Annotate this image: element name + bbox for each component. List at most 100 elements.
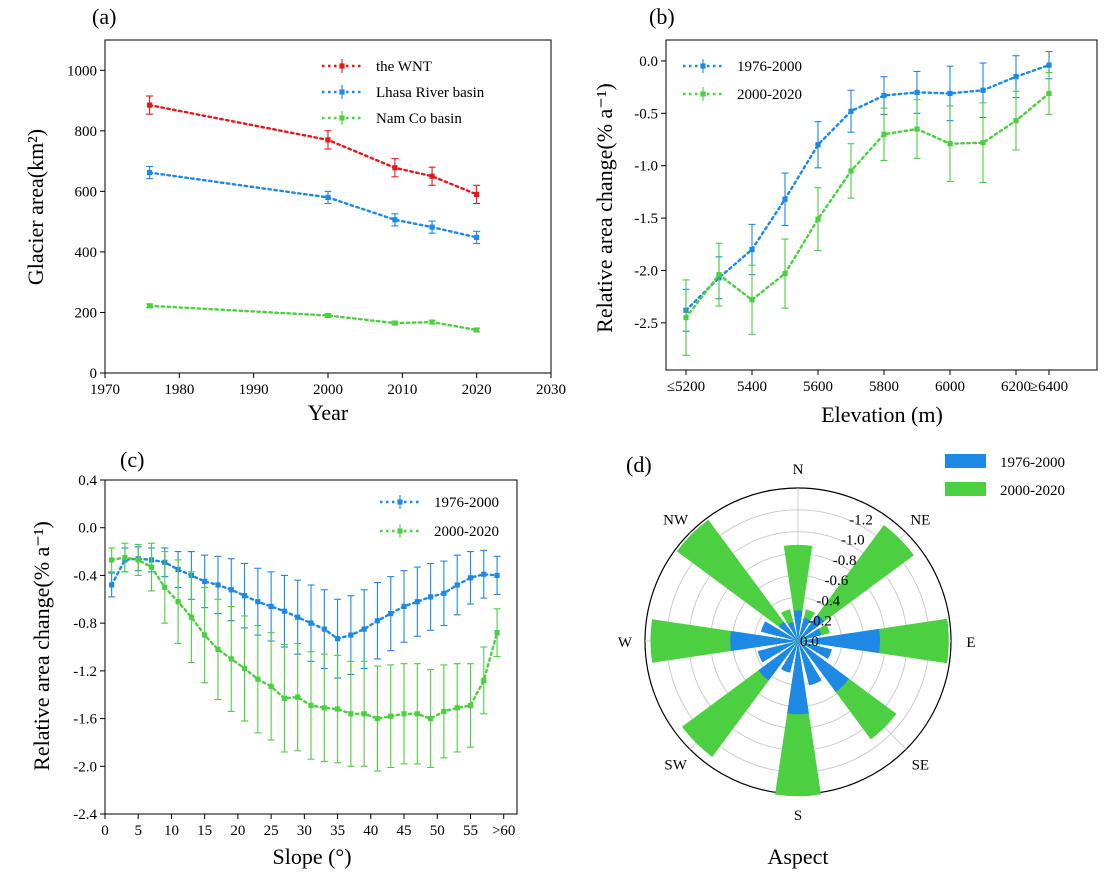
panel-b-point [914,126,920,132]
panel-c-xtick-label: 10 [164,823,179,839]
panel-d-legend-label: 2000-2020 [1000,483,1065,499]
panel-a-point [325,194,331,201]
panel-b-point [782,271,788,277]
panel-c-point [308,620,314,626]
panel-b-frame [665,39,1098,371]
panel-c-point [202,632,208,638]
polar-bar-2000-2020 [783,544,813,641]
panel-d: (d) 0.0 -0.2 -0.4 -0.6 -0.8 -1.0 -1.2 N NE E SE S SW… [618,452,1065,869]
panel-d-legend-swatch [945,482,986,496]
panel-c-point [467,575,474,581]
panel-c-ytick-label: -1.6 [73,712,97,728]
panel-c-point [348,711,354,717]
panel-c-point [361,626,367,632]
panel-b-ytick-label: -2.0 [634,263,658,279]
panel-b-legend-marker [700,63,706,69]
panel-c-legend-marker [397,499,403,505]
polar-bar-1976-2000 [778,621,798,641]
panel-c-xtick-label: 50 [430,823,445,839]
panel-b-xtick-label: 5800 [869,379,899,395]
panel-c-plot [108,542,501,772]
panel-b-ticks: ≤5200 5400 5600 5800 6000 6200≥6400 -2.5 -2.0 -1… [634,54,1068,395]
panel-c-ytick-label: 0.4 [78,473,97,489]
panel-c-ytick-label: -1.2 [73,664,97,680]
panel-a-ytick-label: 1000 [67,63,97,79]
polar-bar-1976-2000 [757,641,798,663]
panel-c-xtick-label: 35 [330,823,345,839]
panel-b-ytick-label: 0.0 [639,54,658,70]
panel-c-point [494,572,500,579]
panel-a-label: (a) [92,4,116,29]
polar-bar-1976-2000 [798,614,825,641]
panel-a-ytick-label: 200 [75,305,98,321]
panel-c-point [348,632,354,638]
panel-b-point [782,196,788,202]
polar-radial-tick-label: -0.6 [825,573,849,589]
panel-a-point [392,165,398,171]
polar-direction-label: W [618,635,633,651]
panel-c-xtick-label: 15 [197,823,212,839]
panel-c-xtick-label: 30 [297,823,312,839]
panel-d-legend-swatch [945,454,986,468]
panel-b-xtick-label: ≥6400 [1030,379,1068,395]
panel-c-point [467,702,474,709]
panel-c-point [321,705,327,711]
panel-b-point [881,92,887,99]
panel-c-point [414,711,420,717]
polar-radial-tick-label: -0.4 [816,593,840,609]
polar-direction-label: SW [664,757,687,773]
panel-b-point [1046,90,1052,97]
panel-b-point [848,108,854,114]
panel-b-plot [682,50,1053,356]
panel-a-point [147,169,153,176]
panel-b-point [716,272,722,278]
panel-a-ytick-label: 400 [75,245,98,261]
polar-direction-label: NE [910,513,930,529]
panel-b-line-0 [684,63,1051,312]
panel-d-legend: 1976-2000 2000-2020 [945,454,1065,499]
panel-c-point [308,702,314,709]
panel-c-point [334,706,341,712]
panel-c-legend-marker [397,528,403,534]
panel-c-xlabel: Slope (°) [272,844,351,869]
panel-c-xtick-label: 0 [101,823,109,839]
panel-a-line-1 [148,171,478,239]
panel-c-ytick-label: -0.4 [73,568,97,584]
polar-radial-tick-label: -1.0 [841,533,865,549]
panel-c-legend-label: 1976-2000 [434,495,499,511]
panel-a-point [474,191,480,197]
polar-bar-1976-2000 [798,641,822,686]
panel-a-ytick-label: 0 [90,366,98,382]
panel-a-xtick-label: 1990 [239,382,269,398]
panel-b-point [947,90,953,97]
panel-b-ytick-label: -2.5 [634,316,658,332]
panel-c-point [388,611,394,617]
panel-b-point [914,89,920,95]
polar-bar-2000-2020 [676,519,798,641]
panel-c-legend: 1976-2000 2000-2020 [380,495,499,540]
panel-a-point [392,217,398,223]
panel-d-label: (d) [626,452,652,477]
panel-a-point [429,173,435,179]
panel-c-point [109,557,115,563]
panel-b-xtick-label: 5400 [737,379,767,395]
panel-b-line-1 [684,92,1051,319]
panel-c-point [295,694,301,700]
panel-b-point [848,168,854,174]
panel-c-xtick-label: 45 [397,823,412,839]
panel-b-point [980,87,986,93]
panel-c-point [268,603,274,610]
panel-c-point [334,636,341,642]
panel-d-polar: 0.0 -0.2 -0.4 -0.6 -0.8 -1.0 -1.2 N NE E SE S SW W NW [618,462,976,824]
panel-c-point [162,584,168,590]
polar-direction-label: SE [912,757,930,773]
panel-c-point [441,590,447,596]
panel-a-ticks: 1970 1980 1990 2000 2010 2020 2030 0 200 400 600 80… [67,63,566,398]
panel-a-point [147,303,153,309]
polar-direction-label: E [966,635,975,651]
panel-a-point [325,312,331,319]
panel-c-point [281,695,288,701]
panel-b-legend-marker [700,91,706,97]
panel-c-xtick-label: 55 [463,823,478,839]
panel-c-point [481,571,487,577]
